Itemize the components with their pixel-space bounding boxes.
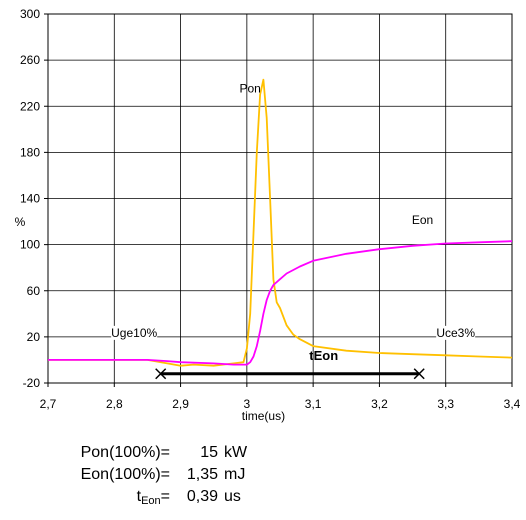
y-tick-label: 260 <box>20 53 40 67</box>
plot-frame <box>47 13 513 384</box>
x-tick-label: 2,9 <box>172 397 189 411</box>
x-tick-label: 3 <box>244 397 251 411</box>
footer-value: 15 <box>200 444 218 461</box>
footer-label: Eon(100%)= <box>80 466 170 483</box>
footer-label: tEon= <box>137 488 170 507</box>
axes: 2,7 2,8 2,9 3 3,1 3,2 3,3 3,4 -20 20 60 100 140 180 22… <box>15 7 521 423</box>
footer-value: 1,35 <box>186 466 218 483</box>
y-tick-label: 300 <box>20 7 40 21</box>
annotation-background <box>111 325 158 340</box>
y-tick-label: 20 <box>27 330 41 344</box>
footer-label: Pon(100%)= <box>80 444 170 461</box>
annotation-eon: Eon <box>412 213 433 227</box>
interval-marker <box>155 368 425 380</box>
x-tick-label: 3,1 <box>305 397 322 411</box>
annotation-uce3: Uce3% <box>436 326 475 340</box>
y-tick-label: 180 <box>20 145 40 159</box>
footer-label-main: t <box>136 488 142 505</box>
interval-endpoint-cross <box>413 368 425 380</box>
y-axis-label: % <box>15 215 26 229</box>
x-tick-label: 3,4 <box>504 397 521 411</box>
y-tick-label: -20 <box>23 376 41 390</box>
y-tick-label: 140 <box>20 192 40 206</box>
footer-summary: Pon(100%)= 15 kW Eon(100%)= 1,35 mJ tEon… <box>64 444 324 510</box>
x-axis-label: time(us) <box>242 409 285 423</box>
footer-unit: us <box>224 488 241 505</box>
footer-value: 0,39 <box>186 488 218 505</box>
annotation-background <box>436 325 476 340</box>
series-lines <box>48 78 513 367</box>
x-tick-label: 2,7 <box>40 397 57 411</box>
footer-row-eon: Eon(100%)= 1,35 mJ <box>64 466 324 488</box>
y-tick-label: 60 <box>27 284 41 298</box>
series-line-eon <box>48 240 513 366</box>
chart-labels: Pon Eon Uge10% Uce3% tEon <box>111 81 475 363</box>
y-tick-label: 100 <box>20 238 40 252</box>
y-tick-label: 220 <box>20 99 40 113</box>
footer-unit: mJ <box>224 466 246 483</box>
x-tick-label: 2,8 <box>106 397 123 411</box>
interval-endpoint-cross <box>155 368 167 380</box>
footer-row-pon: Pon(100%)= 15 kW <box>64 444 324 466</box>
x-tick-label: 3,2 <box>371 397 388 411</box>
footer-unit: kW <box>224 444 248 461</box>
x-tick-label: 3,3 <box>437 397 454 411</box>
annotation-teon: tEon <box>309 348 338 363</box>
footer-label-tail: = <box>160 488 170 505</box>
annotation-pon: Pon <box>239 81 260 95</box>
footer-label-sub: Eon <box>141 495 161 507</box>
footer-row-teon: tEon= 0,39 us <box>64 488 324 510</box>
annotation-uge10: Uge10% <box>111 326 157 340</box>
series-line-pon <box>48 78 513 367</box>
chart: 2,7 2,8 2,9 3 3,1 3,2 3,3 3,4 -20 20 60 100 140 180 22… <box>15 7 521 423</box>
